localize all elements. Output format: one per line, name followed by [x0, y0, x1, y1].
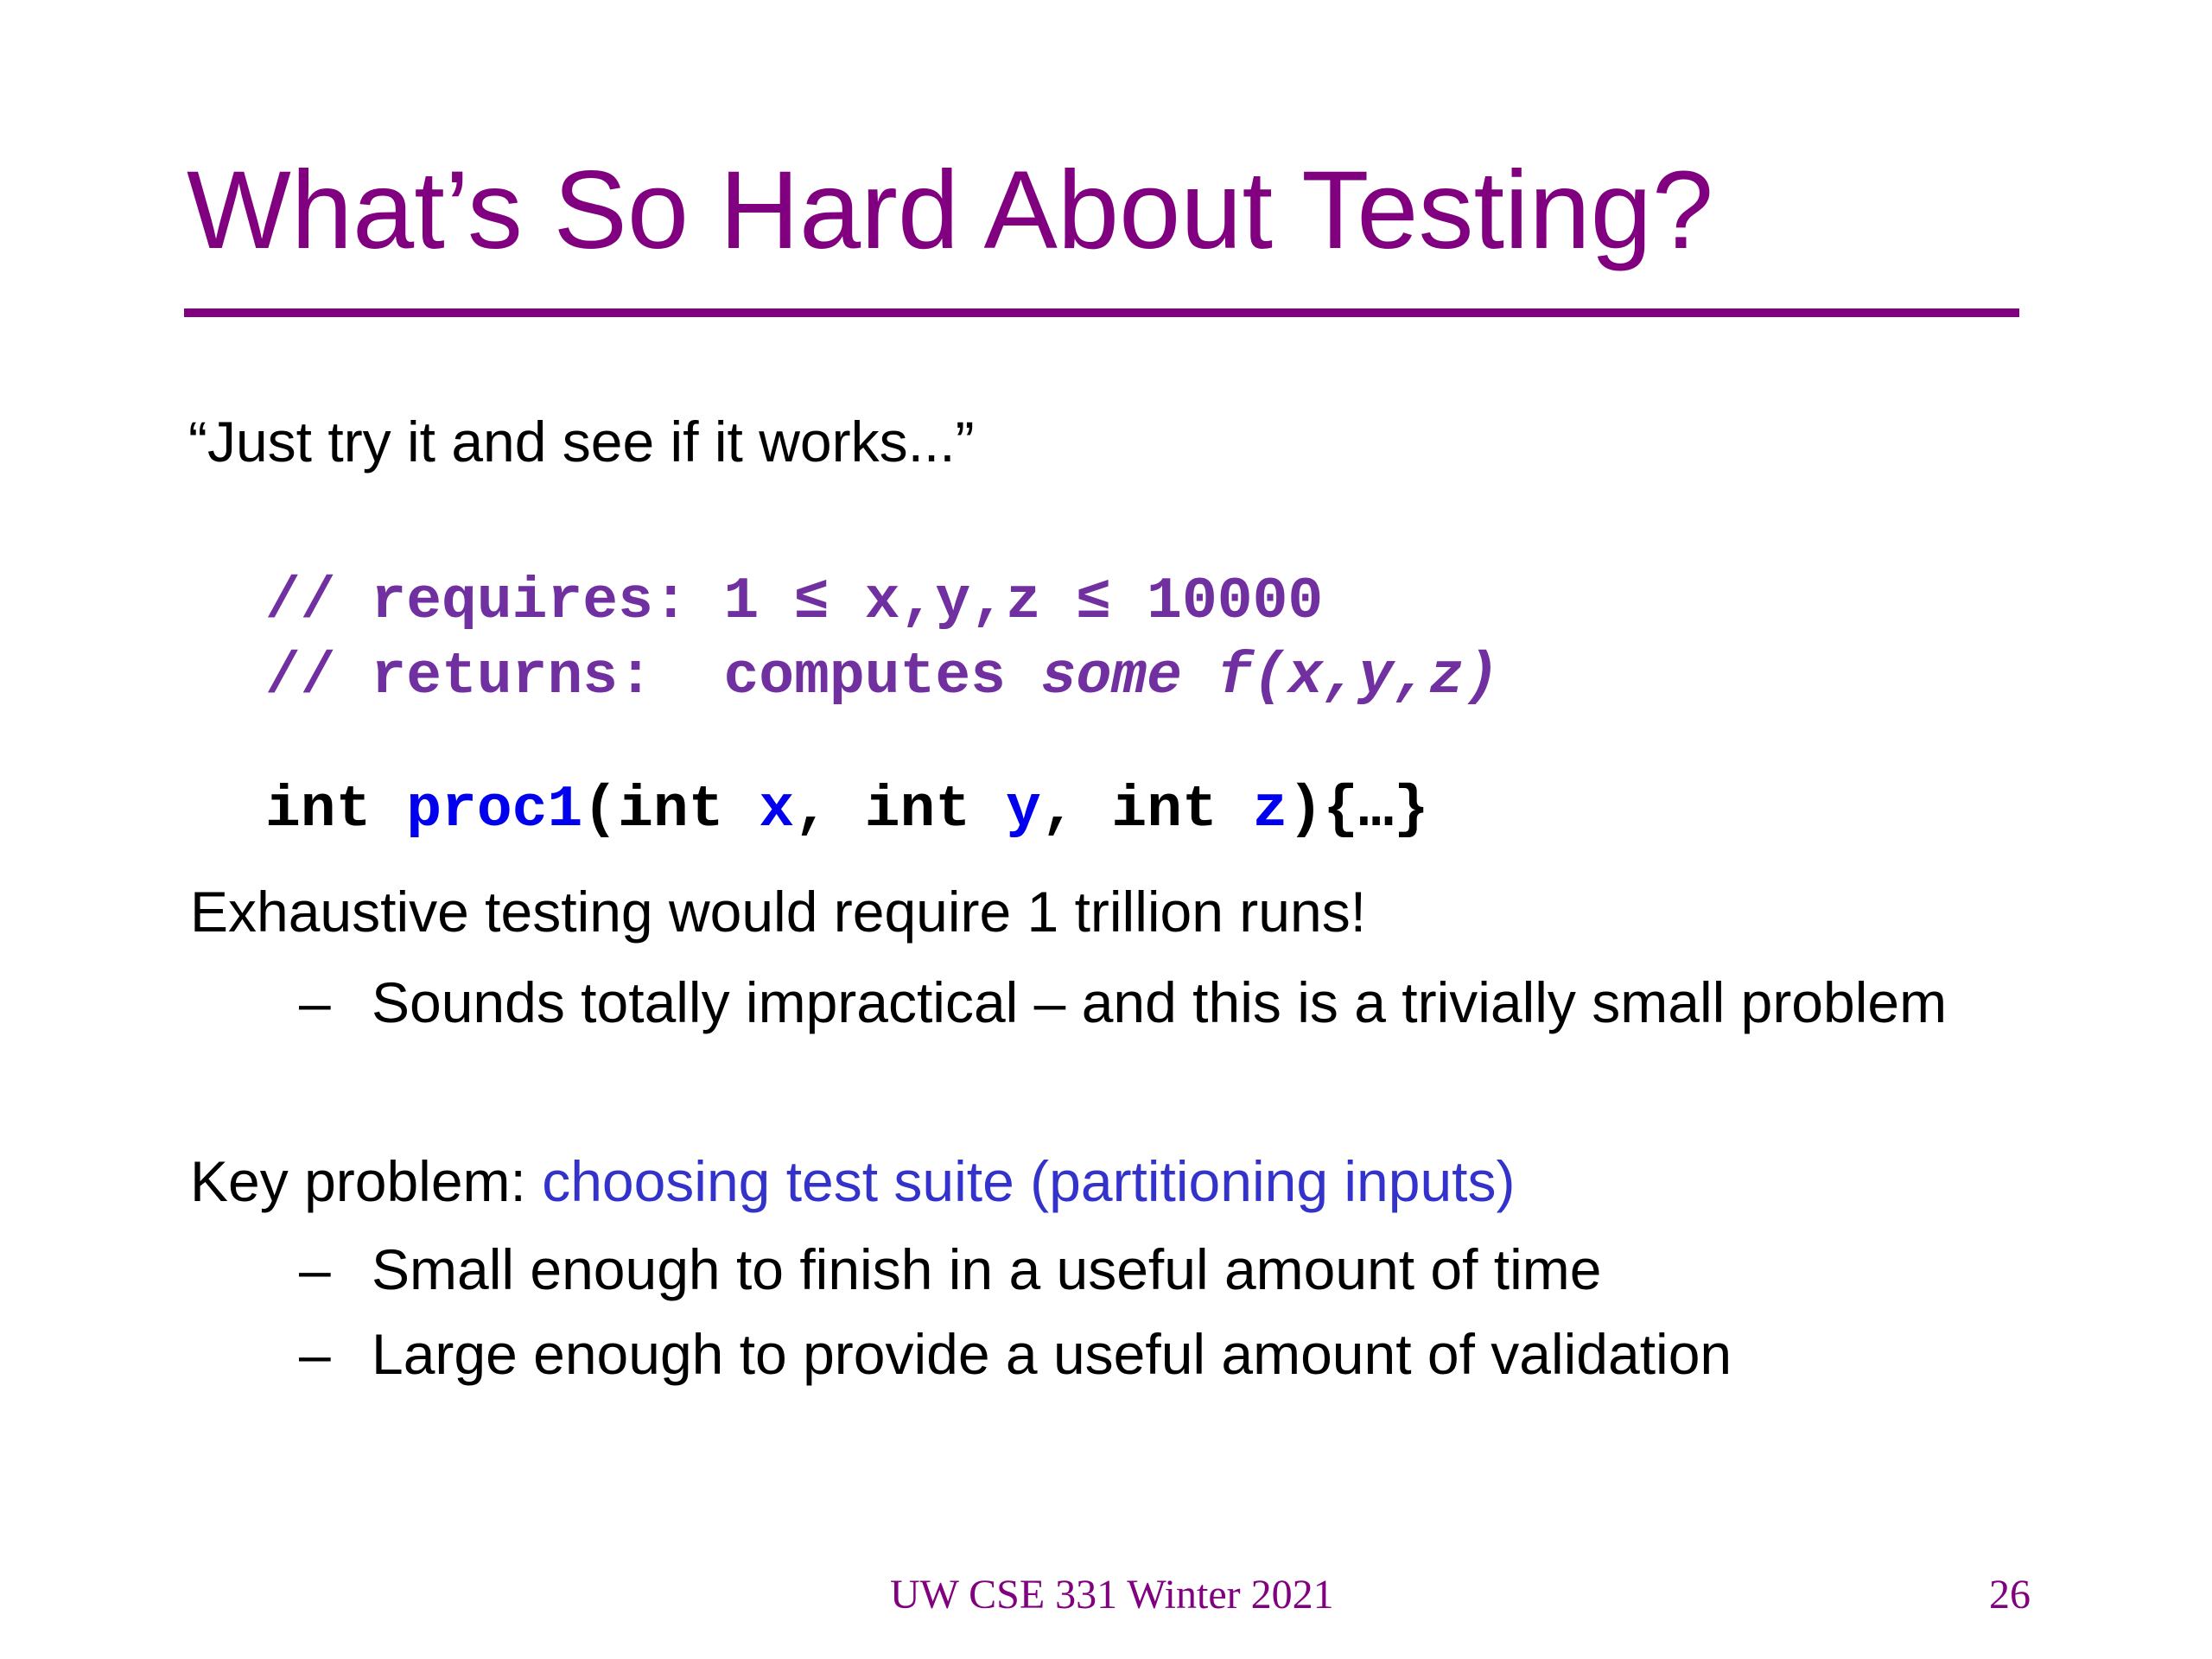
sub-bullet-dash: –	[299, 1237, 331, 1301]
code-returns-italic: some f(x,y,z)	[1040, 644, 1500, 710]
sub-bullet-dash: –	[299, 970, 331, 1034]
code-line-returns: // returns: computes some f(x,y,z)	[265, 648, 1499, 707]
sub-bullet-dash: –	[299, 1322, 331, 1386]
footer-course: UW CSE 331 Winter 2021	[890, 1572, 1334, 1618]
code-token: x	[759, 777, 795, 843]
quote-text: “Just try it and see if it works...”	[188, 410, 975, 474]
sub-bullet-large-enough: Large enough to provide a useful amount …	[372, 1322, 1732, 1386]
code-token: y	[1005, 777, 1041, 843]
code-token: ){…}	[1287, 777, 1429, 843]
code-line-signature: int proc1(int x, int y, int z){…}	[265, 722, 1429, 840]
code-token: proc1	[406, 777, 583, 843]
code-token: (int	[582, 777, 760, 843]
code-token: , int	[1040, 777, 1253, 843]
code-line-requires: // requires: 1 ≤ x,y,z ≤ 10000	[265, 569, 1324, 635]
page-number: 26	[1989, 1572, 2031, 1618]
sub-bullet-small-enough: Small enough to finish in a useful amoun…	[372, 1237, 1602, 1301]
slide-title: What’s So Hard About Testing?	[187, 149, 1713, 272]
bullet-key-problem: Key problem: choosing test suite (partit…	[190, 1153, 1515, 1210]
code-returns-prefix: // returns: computes	[265, 644, 1041, 710]
key-problem-label: Key problem:	[190, 1149, 543, 1213]
code-token: , int	[794, 777, 1006, 843]
sub-bullet-impractical: Sounds totally impractical – and this is…	[372, 970, 1948, 1034]
code-token: int	[265, 777, 407, 843]
bullet-exhaustive: Exhaustive testing would require 1 trill…	[190, 880, 1367, 944]
title-divider	[184, 308, 2019, 317]
key-problem-highlight: choosing test suite (partitioning inputs…	[542, 1149, 1516, 1213]
code-token: z	[1252, 777, 1288, 843]
